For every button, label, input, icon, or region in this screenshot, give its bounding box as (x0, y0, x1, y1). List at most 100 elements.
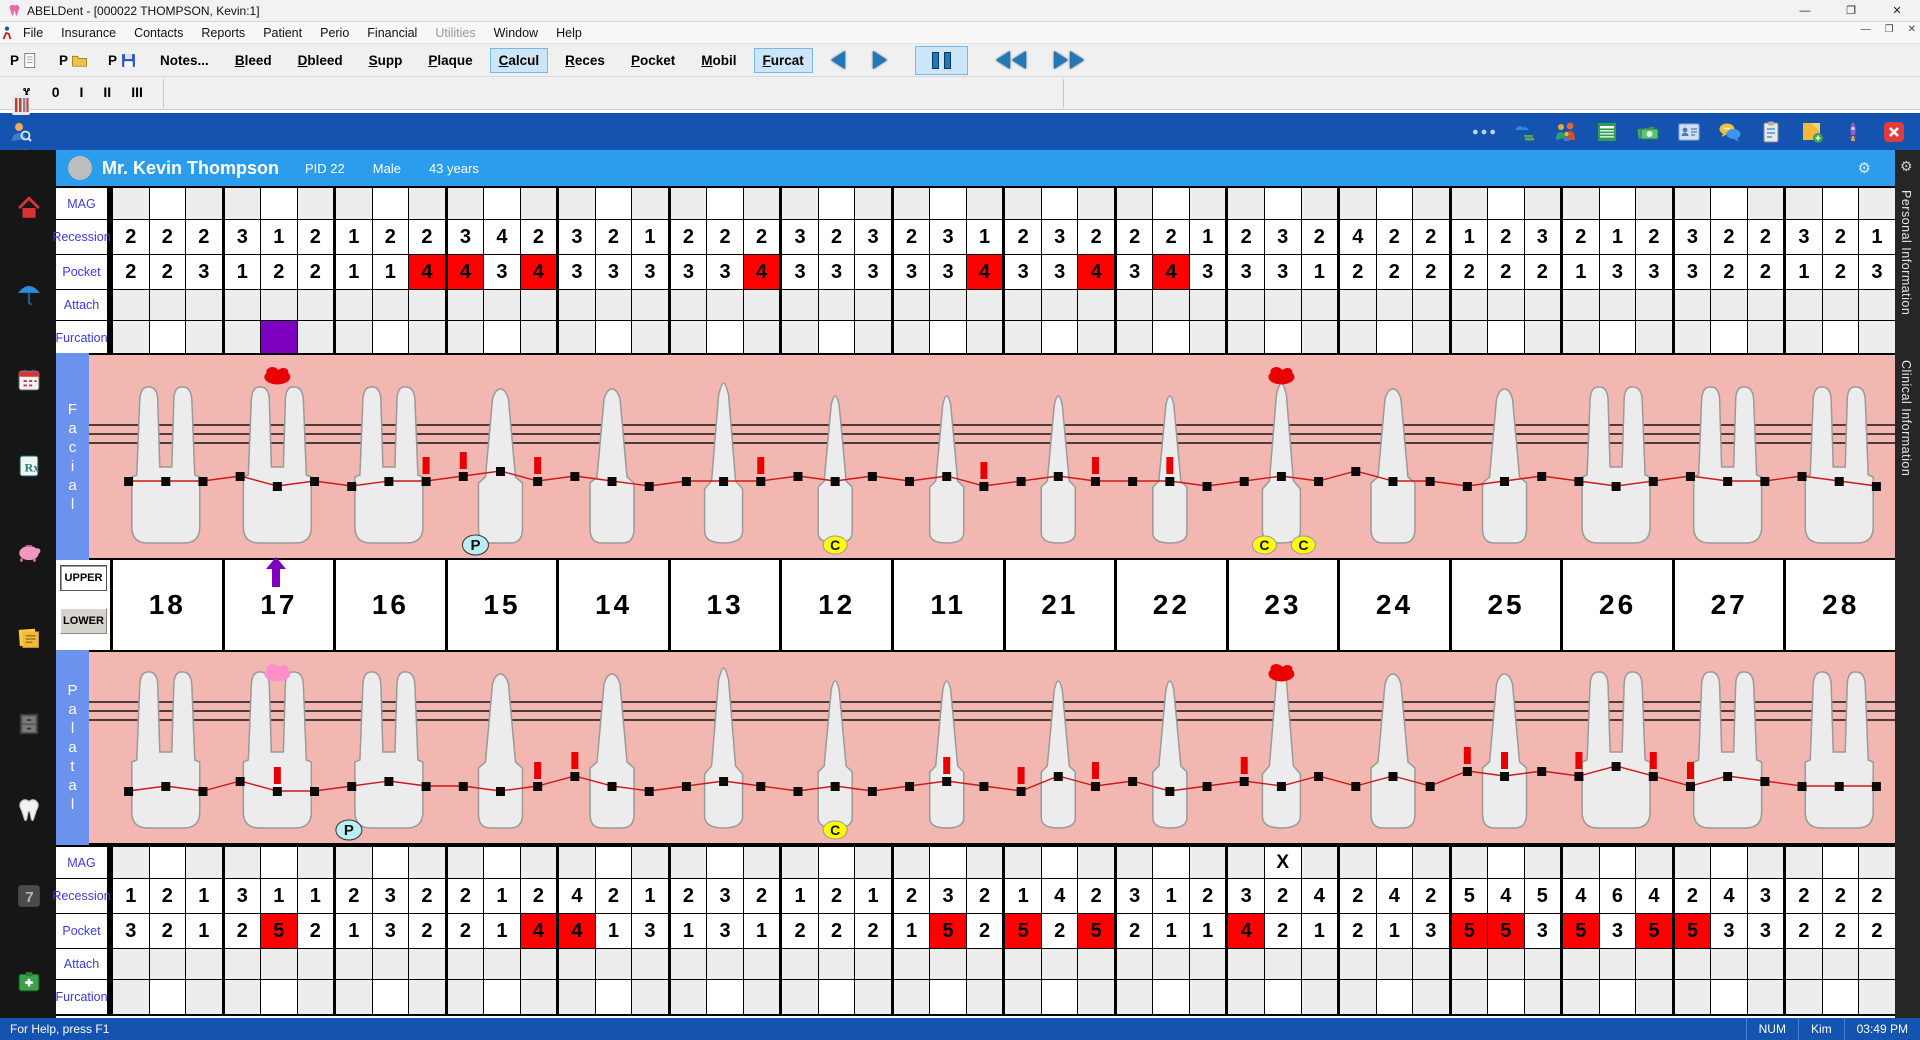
furcation-cell[interactable] (1710, 321, 1747, 355)
pocket-cell[interactable]: 3 (1113, 255, 1153, 289)
attach-cell[interactable] (1858, 949, 1895, 979)
recession-cell[interactable]: 2 (594, 879, 632, 913)
furcation-cell[interactable] (1188, 321, 1226, 355)
attach-cell[interactable] (1375, 949, 1413, 979)
pocket-cell[interactable]: 3 (1412, 914, 1449, 948)
close-icon[interactable] (1880, 118, 1907, 145)
attach-cell[interactable] (929, 290, 966, 320)
recession-cell[interactable]: 4 (1337, 220, 1376, 254)
furcation-cell[interactable] (1040, 980, 1078, 1014)
mag-cell[interactable] (333, 847, 372, 878)
mag-cell[interactable] (1040, 847, 1078, 878)
recession-cell[interactable]: 3 (556, 220, 595, 254)
mag-cell[interactable] (631, 188, 668, 219)
mag-cell[interactable] (444, 847, 484, 878)
furcation-cell[interactable] (1152, 321, 1189, 355)
mag-cell[interactable] (1300, 847, 1338, 878)
attach-cell[interactable] (260, 949, 297, 979)
attach-cell[interactable] (594, 290, 632, 320)
pocket-cell[interactable]: 1 (333, 255, 372, 289)
attach-cell[interactable] (1598, 290, 1636, 320)
attach-cell[interactable] (854, 949, 891, 979)
attach-cell[interactable] (742, 290, 780, 320)
tooth-number-23[interactable]: 23 (1225, 560, 1338, 650)
recession-cell[interactable]: 2 (185, 220, 222, 254)
mag-cell[interactable] (742, 188, 780, 219)
pocket-cell[interactable]: 2 (817, 914, 855, 948)
p-button-2[interactable]: P (59, 52, 88, 69)
recession-cell[interactable]: 1 (483, 879, 520, 913)
recession-cell[interactable]: 1 (1002, 879, 1041, 913)
pocket-cell[interactable]: 2 (1263, 914, 1301, 948)
mdi-window-controls[interactable]: — ❐ ✕ (1861, 24, 1916, 35)
furcation-cell[interactable] (1710, 980, 1747, 1014)
pocket-cell[interactable]: 3 (594, 255, 632, 289)
mdi-close-icon[interactable]: ✕ (1907, 24, 1916, 35)
attach-cell[interactable] (1635, 949, 1672, 979)
mag-cell[interactable] (1077, 847, 1114, 878)
recession-cell[interactable]: 3 (221, 220, 261, 254)
sidebar-cabinet-icon[interactable] (16, 711, 42, 737)
attach-cell[interactable] (1077, 290, 1114, 320)
rocket-icon[interactable] (1839, 118, 1866, 145)
pocket-cell[interactable]: 2 (296, 255, 334, 289)
recession-cell[interactable]: 2 (1635, 220, 1672, 254)
attach-cell[interactable] (1448, 949, 1488, 979)
pocket-cell[interactable]: 2 (854, 914, 891, 948)
mag-cell[interactable] (1002, 188, 1041, 219)
pocket-cell[interactable]: 2 (296, 914, 334, 948)
tooth-number-16[interactable]: 16 (333, 560, 445, 650)
mag-cell[interactable] (260, 847, 297, 878)
furcation-cell[interactable] (371, 321, 409, 355)
recession-cell[interactable]: 1 (185, 879, 222, 913)
recession-cell[interactable]: 1 (631, 220, 668, 254)
furcation-cell[interactable] (1783, 980, 1822, 1014)
attach-cell[interactable] (929, 949, 966, 979)
pocket-cell[interactable]: 2 (1113, 914, 1153, 948)
attach-cell[interactable] (667, 949, 707, 979)
attach-cell[interactable] (1412, 290, 1449, 320)
recession-cell[interactable]: 2 (667, 220, 707, 254)
furcation-cell[interactable] (1783, 321, 1822, 355)
mag-cell[interactable] (1523, 188, 1561, 219)
furcation-grade-III[interactable]: III (131, 84, 143, 100)
furcation-cell[interactable] (296, 321, 334, 355)
furcation-cell[interactable] (631, 321, 668, 355)
furcation-cell[interactable] (1412, 321, 1449, 355)
furcation-cell[interactable] (706, 321, 743, 355)
recession-cell[interactable]: 2 (742, 879, 780, 913)
clipboard-icon[interactable] (1757, 118, 1784, 145)
recession-cell[interactable]: 1 (965, 220, 1003, 254)
sidebar-calendar-icon[interactable] (16, 367, 42, 393)
recession-cell[interactable]: 1 (631, 879, 668, 913)
furcation-cell[interactable] (1002, 321, 1041, 355)
recession-cell[interactable]: 2 (890, 879, 930, 913)
furcation-cell[interactable] (1746, 321, 1784, 355)
furcation-cell[interactable] (1152, 980, 1189, 1014)
furcation-cell[interactable] (556, 980, 595, 1014)
pocket-cell[interactable]: 3 (929, 255, 966, 289)
attach-cell[interactable] (1412, 949, 1449, 979)
menu-utilities[interactable]: Utilities (435, 25, 476, 40)
recession-cell[interactable]: 2 (1225, 220, 1264, 254)
recession-cell[interactable]: 4 (556, 879, 595, 913)
furcation-cell[interactable] (110, 321, 149, 355)
mag-cell[interactable] (1487, 188, 1524, 219)
note-add-icon[interactable] (1798, 118, 1825, 145)
furcation-cell[interactable] (333, 321, 372, 355)
attach-cell[interactable] (1560, 949, 1599, 979)
recession-cell[interactable]: 1 (1152, 879, 1189, 913)
furcation-cell[interactable] (929, 321, 966, 355)
tooth-number-17[interactable]: 17 (221, 560, 334, 650)
mag-cell[interactable] (1002, 847, 1041, 878)
recession-cell[interactable]: 1 (854, 879, 891, 913)
recession-cell[interactable]: 1 (1448, 220, 1488, 254)
pocket-cell[interactable]: 3 (706, 255, 743, 289)
recession-cell[interactable]: 3 (1523, 220, 1561, 254)
mag-cell[interactable] (667, 188, 707, 219)
furcation-cell[interactable] (519, 321, 557, 355)
pocket-cell[interactable]: 3 (890, 255, 930, 289)
patient-search-icon[interactable] (7, 118, 34, 145)
furcation-cell[interactable] (890, 321, 930, 355)
